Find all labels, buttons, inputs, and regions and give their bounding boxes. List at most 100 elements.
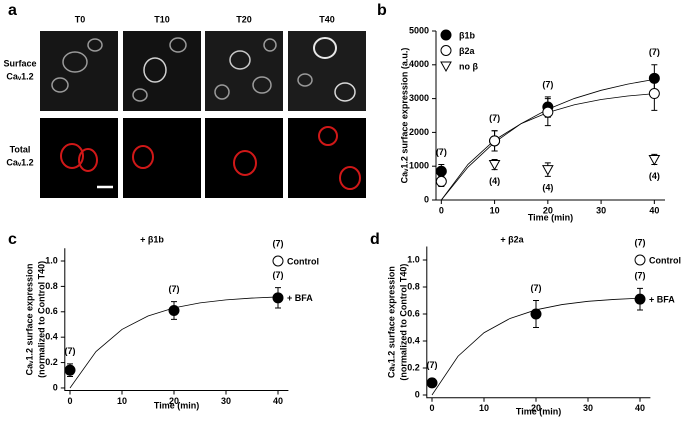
marker: [489, 135, 501, 147]
legend-label: Control: [287, 256, 319, 266]
cells: [51, 37, 356, 102]
n-label: (7): [542, 79, 553, 89]
column-label: T40: [319, 14, 335, 24]
x-tick-label: 10: [117, 396, 127, 406]
panel-label: d: [370, 231, 380, 248]
marker: [648, 88, 660, 100]
column-label: T0: [75, 14, 86, 24]
marker: [648, 154, 661, 166]
marker: [435, 165, 447, 177]
x-tick-label: 0: [429, 403, 434, 413]
marker: [435, 175, 447, 187]
column-label: T10: [154, 14, 170, 24]
image: [205, 31, 283, 111]
x-tick-label: 30: [221, 396, 231, 406]
y-tick-label: 0.2: [45, 357, 58, 367]
y-tick-label: 0: [415, 389, 420, 399]
image: [123, 31, 201, 111]
column-label: T20: [236, 14, 252, 24]
marker: [272, 292, 284, 304]
legend-label: + BFA: [649, 295, 675, 305]
marker: [542, 106, 554, 118]
chart-subtitle: + β2a: [500, 234, 524, 244]
row-label: Total: [10, 144, 31, 154]
legend-label: Control: [649, 255, 681, 265]
x-tick-label: 30: [583, 403, 593, 413]
marker: [634, 254, 646, 266]
x-tick-label: 40: [635, 403, 645, 413]
y-axis-label: (normalized to Control T40): [36, 261, 46, 378]
image: [288, 31, 366, 111]
x-tick-label: 0: [439, 205, 444, 215]
n-label: (4): [489, 176, 500, 186]
y-axis-label: Caᵥ1.2 surface expression: [24, 263, 34, 375]
n-label: (7): [531, 283, 542, 293]
n-label: (7): [436, 147, 447, 157]
x-tick-label: 20: [531, 403, 541, 413]
cells: [60, 126, 361, 190]
legend-label: no β: [459, 61, 478, 71]
y-tick-label: 0.8: [45, 281, 58, 291]
axis: [64, 248, 289, 391]
row-label: Caᵥ1.2: [6, 71, 33, 81]
marker: [426, 377, 438, 389]
x-tick-label: 40: [649, 205, 659, 215]
x-tick-label: 40: [273, 396, 283, 406]
n-label: (7): [489, 113, 500, 123]
image: [123, 118, 201, 198]
legend-label: + BFA: [287, 293, 313, 303]
x-tick-label: 10: [479, 403, 489, 413]
y-tick-label: 1000: [409, 161, 429, 171]
x-axis-label: Time (min): [528, 212, 573, 222]
n-label: (7): [273, 238, 284, 248]
n-label: (7): [273, 270, 284, 280]
y-tick-label: 0.4: [407, 335, 420, 345]
y-tick-label: 0.6: [45, 306, 58, 316]
image: [288, 118, 366, 198]
marker: [64, 364, 76, 376]
legend-marker: [440, 29, 452, 41]
legend-label: β1b: [459, 30, 475, 40]
y-tick-label: 1.0: [45, 255, 58, 265]
marker: [530, 308, 542, 320]
y-tick-label: 4000: [409, 59, 429, 69]
n-label: (4): [542, 183, 553, 193]
y-axis-label: Caᵥ1.2 surface expression (a.u.): [399, 48, 409, 184]
panel-label: c: [8, 231, 17, 248]
n-label: (7): [169, 284, 180, 294]
image: [205, 118, 283, 198]
y-tick-label: 2000: [409, 127, 429, 137]
legend-marker: [440, 45, 452, 56]
y-tick-label: 1.0: [407, 254, 420, 264]
x-tick-label: 0: [67, 396, 72, 406]
y-tick-label: 0.4: [45, 332, 58, 342]
x-axis-label: Time (min): [154, 400, 199, 410]
x-tick-label: 20: [543, 205, 553, 215]
y-tick-label: 0: [424, 194, 429, 204]
n-label: (7): [649, 47, 660, 57]
y-tick-label: 0.6: [407, 308, 420, 318]
marker: [272, 255, 284, 267]
y-axis-label: (normalized to Control T40): [398, 264, 408, 381]
row-label: Caᵥ1.2: [6, 157, 33, 167]
panel-label: a: [8, 2, 17, 19]
chart-subtitle: + β1b: [140, 234, 164, 244]
y-axis-label: Caᵥ1.2 surface expression: [386, 266, 396, 378]
marker: [634, 293, 646, 305]
y-tick-label: 0.8: [407, 281, 420, 291]
n-label: (7): [427, 360, 438, 370]
y-tick-label: 0: [53, 382, 58, 392]
marker: [541, 165, 554, 176]
legend-marker: [440, 61, 452, 73]
y-tick-label: 3000: [409, 93, 429, 103]
n-label: (7): [65, 346, 76, 356]
row-label: Surface: [3, 58, 36, 68]
panel-label: b: [377, 2, 387, 19]
legend-label: β2a: [459, 46, 475, 56]
image-grid: [40, 31, 366, 198]
x-tick-label: 30: [596, 205, 606, 215]
n-label: (7): [635, 237, 646, 247]
marker: [488, 160, 501, 171]
y-tick-label: 0.2: [407, 362, 420, 372]
